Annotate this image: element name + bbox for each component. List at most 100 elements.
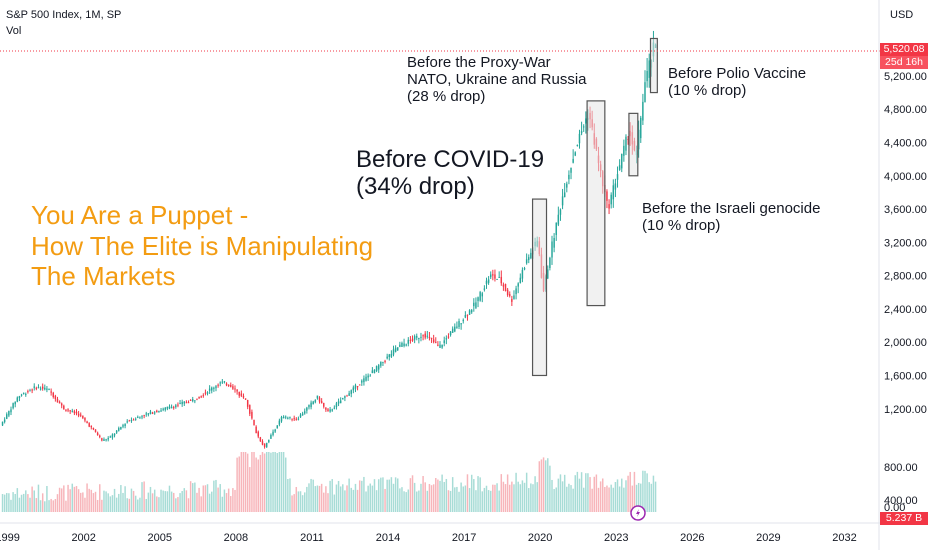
candle-body (177, 404, 179, 406)
highlight-boxes (531, 37, 658, 377)
symbol-title[interactable]: S&P 500 Index, 1M, SP (6, 9, 122, 21)
candle-body (513, 295, 515, 299)
candle-body (12, 403, 14, 409)
highlight-box[interactable] (531, 198, 548, 377)
candle-body (276, 425, 279, 429)
volume-bar (96, 499, 99, 512)
candle-body (344, 396, 346, 398)
volume-bar (530, 483, 532, 512)
highlight-box[interactable] (649, 37, 658, 94)
candle-body (3, 419, 6, 422)
candle-body (352, 387, 355, 391)
volume-bar (618, 486, 621, 512)
candle-body (331, 409, 333, 411)
candle-body (335, 403, 338, 408)
candle-body (88, 423, 90, 427)
volume-bar (191, 483, 194, 512)
volume-bar (251, 452, 253, 512)
candle-body (246, 400, 249, 407)
volume-bar (183, 488, 186, 512)
candle-body (278, 420, 281, 425)
volume-bar (373, 479, 376, 512)
volume-bar (610, 484, 612, 512)
candle-body (101, 438, 103, 441)
candle-body (489, 274, 492, 278)
volume-bar (557, 478, 560, 512)
candle-body (411, 338, 414, 341)
volume-bar (456, 486, 458, 512)
volume-bar (494, 484, 496, 512)
volume-bar (236, 457, 238, 512)
volume-bar (538, 461, 541, 512)
volume-bar (282, 452, 285, 512)
volume-bar (75, 486, 78, 512)
x-tick-label: 2020 (528, 532, 552, 544)
candle-body (430, 337, 433, 340)
volume-bar (107, 493, 109, 512)
volume-bar (3, 494, 6, 512)
volume-bar (132, 490, 135, 512)
volume-bar (335, 484, 338, 512)
volume-bar (177, 497, 179, 512)
highlight-box[interactable] (628, 112, 639, 177)
volume-bar (185, 490, 188, 512)
candle-body (107, 438, 109, 440)
candle-body (295, 418, 298, 420)
candle-body (369, 375, 371, 377)
volume-bar (481, 491, 484, 512)
volume-indicator-label[interactable]: Vol (6, 25, 22, 37)
candle-body (401, 342, 403, 347)
candle-body (580, 131, 583, 134)
volume-bar (29, 497, 31, 512)
volume-bar (202, 485, 205, 512)
volume-bar (65, 500, 67, 512)
candle-body (504, 284, 507, 292)
volume-bar (289, 478, 291, 512)
volume-bar (278, 452, 281, 512)
candle-body (318, 397, 321, 402)
volume-bar (363, 476, 365, 512)
volume-bar (640, 483, 642, 512)
volume-bar (500, 474, 503, 512)
currency-label[interactable]: USD (890, 9, 914, 21)
candle-body (18, 396, 21, 399)
volume-bar (346, 485, 348, 512)
volume-bar (270, 452, 272, 512)
volume-bar (587, 473, 589, 512)
candle-body (608, 204, 610, 209)
candle-body (96, 432, 99, 436)
candle-body (244, 398, 247, 400)
flash-icon[interactable] (630, 505, 646, 521)
candle-body (528, 257, 530, 261)
volume-bar (33, 490, 35, 512)
volume-bar (627, 475, 629, 512)
candle-body (94, 429, 97, 433)
candle-body (365, 376, 367, 381)
volume-bar (464, 485, 467, 512)
volume-bar (213, 480, 215, 512)
volume-bar (147, 492, 150, 512)
candle-body (198, 396, 200, 399)
volume-bar (272, 452, 274, 512)
volume-bar (502, 481, 505, 512)
x-tick-label: 2026 (680, 532, 704, 544)
volume-bar (333, 494, 336, 512)
volume-bar (145, 498, 147, 512)
candle-body (500, 276, 503, 284)
candle-body (79, 414, 82, 416)
candle-body (234, 388, 236, 390)
volume-bar (181, 491, 183, 512)
volume-bar (151, 493, 154, 512)
volume-bar (316, 485, 319, 512)
volume-bar (101, 499, 103, 512)
candle-body (525, 259, 528, 264)
candle-body (187, 402, 190, 404)
candle-body (492, 274, 494, 276)
y-tick-label: 2,400.00 (884, 304, 927, 316)
candle-body (407, 339, 410, 344)
volume-bar (297, 491, 300, 512)
candle-body (502, 284, 505, 287)
highlight-box[interactable] (586, 100, 606, 307)
candle-body (211, 387, 213, 391)
